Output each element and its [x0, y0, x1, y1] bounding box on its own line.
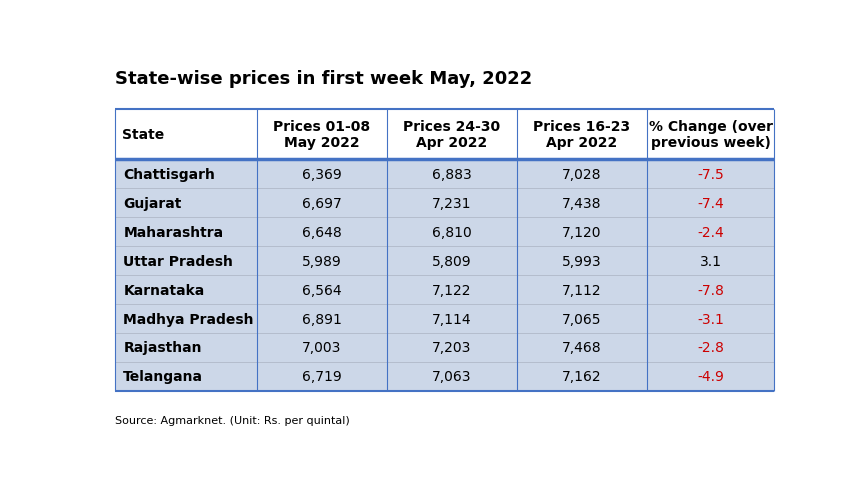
Text: -2.4: -2.4 [697, 225, 724, 239]
Text: Prices 01-08
May 2022: Prices 01-08 May 2022 [273, 120, 371, 150]
Text: Prices 16-23
Apr 2022: Prices 16-23 Apr 2022 [533, 120, 630, 150]
Text: 6,810: 6,810 [432, 225, 471, 239]
Bar [115, 305, 774, 333]
Text: 7,112: 7,112 [562, 283, 602, 297]
Text: Madhya Pradesh: Madhya Pradesh [123, 312, 253, 326]
Text: 7,028: 7,028 [562, 167, 602, 182]
Text: 5,809: 5,809 [432, 254, 471, 268]
Text: Telangana: Telangana [123, 370, 203, 384]
Text: -7.5: -7.5 [697, 167, 724, 182]
Text: State: State [122, 128, 164, 142]
Text: 7,003: 7,003 [302, 341, 342, 355]
Text: 7,122: 7,122 [432, 283, 471, 297]
Text: 7,231: 7,231 [432, 196, 471, 210]
Text: 6,564: 6,564 [302, 283, 342, 297]
Text: 7,162: 7,162 [562, 370, 602, 384]
Text: Uttar Pradesh: Uttar Pradesh [123, 254, 233, 268]
Text: 6,369: 6,369 [302, 167, 342, 182]
Text: Chattisgarh: Chattisgarh [123, 167, 215, 182]
Bar [115, 333, 774, 362]
Text: State-wise prices in first week May, 2022: State-wise prices in first week May, 202… [115, 70, 532, 88]
Text: 6,697: 6,697 [302, 196, 342, 210]
Text: 6,883: 6,883 [432, 167, 471, 182]
Text: % Change (over
previous week): % Change (over previous week) [648, 120, 773, 150]
Text: 7,438: 7,438 [562, 196, 602, 210]
Text: 5,989: 5,989 [302, 254, 342, 268]
Text: Source: Agmarknet. (Unit: Rs. per quintal): Source: Agmarknet. (Unit: Rs. per quinta… [115, 416, 350, 426]
Text: 7,114: 7,114 [432, 312, 471, 326]
Text: 7,468: 7,468 [562, 341, 602, 355]
Text: 6,891: 6,891 [302, 312, 342, 326]
Text: -7.8: -7.8 [697, 283, 724, 297]
Text: -4.9: -4.9 [697, 370, 724, 384]
Bar [115, 246, 774, 276]
Bar [115, 189, 774, 218]
Text: -7.4: -7.4 [697, 196, 724, 210]
Text: 6,719: 6,719 [302, 370, 342, 384]
Bar [115, 160, 774, 189]
Text: -2.8: -2.8 [697, 341, 724, 355]
Text: 7,063: 7,063 [432, 370, 471, 384]
Text: 7,065: 7,065 [562, 312, 602, 326]
Text: Gujarat: Gujarat [123, 196, 181, 210]
Text: Maharashtra: Maharashtra [123, 225, 223, 239]
Text: -3.1: -3.1 [697, 312, 724, 326]
Text: Prices 24-30
Apr 2022: Prices 24-30 Apr 2022 [404, 120, 500, 150]
Text: 7,203: 7,203 [432, 341, 471, 355]
Text: 6,648: 6,648 [302, 225, 342, 239]
Bar [115, 218, 774, 246]
Text: Rajasthan: Rajasthan [123, 341, 201, 355]
Text: 3.1: 3.1 [700, 254, 721, 268]
Bar [115, 362, 774, 391]
Bar [115, 276, 774, 305]
Text: 7,120: 7,120 [562, 225, 602, 239]
Text: 5,993: 5,993 [562, 254, 602, 268]
Text: Karnataka: Karnataka [123, 283, 205, 297]
